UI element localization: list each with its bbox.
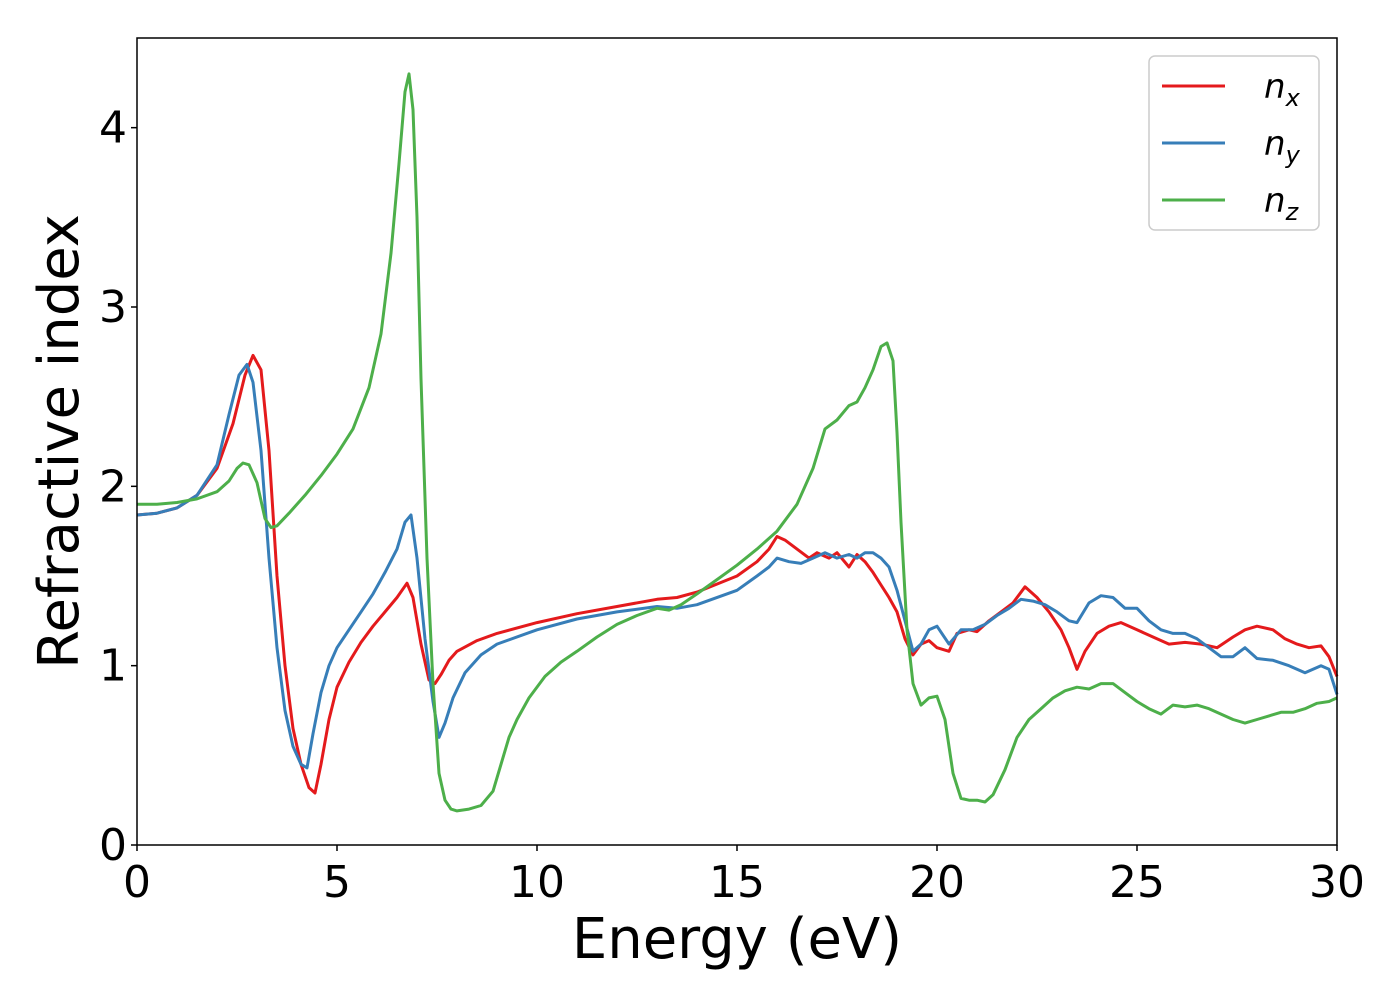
x-tick-label: 0 [123, 857, 151, 908]
y-tick-label: 3 [99, 282, 127, 333]
legend-label-y: ny [1264, 124, 1301, 169]
series-line-y [136, 362, 1339, 770]
x-tick-label: 20 [909, 857, 965, 908]
legend-label-x: nx [1264, 67, 1301, 112]
x-axis-label: Energy (eV) [572, 907, 902, 972]
y-tick-label: 2 [99, 461, 127, 512]
y-axis-label: Refractive index [27, 214, 92, 669]
x-tick-label: 10 [509, 857, 565, 908]
y-axis-ticks: 0 1 2 3 4 [99, 103, 137, 871]
series-line-z [137, 72, 1338, 813]
legend: nx ny nz [1148, 55, 1320, 231]
legend-label-z: nz [1264, 181, 1300, 226]
x-tick-label: 5 [323, 857, 351, 908]
x-tick-label: 25 [1109, 857, 1165, 908]
y-tick-label: 0 [99, 820, 127, 871]
y-tick-label: 1 [99, 641, 127, 692]
series-layer [136, 72, 1339, 813]
x-tick-label: 30 [1309, 857, 1365, 908]
x-axis-ticks: 0 5 10 15 20 25 30 [123, 845, 1365, 908]
legend-box [1148, 55, 1320, 231]
y-tick-label: 4 [99, 103, 127, 154]
series-line-x [136, 353, 1339, 795]
x-tick-label: 15 [709, 857, 765, 908]
